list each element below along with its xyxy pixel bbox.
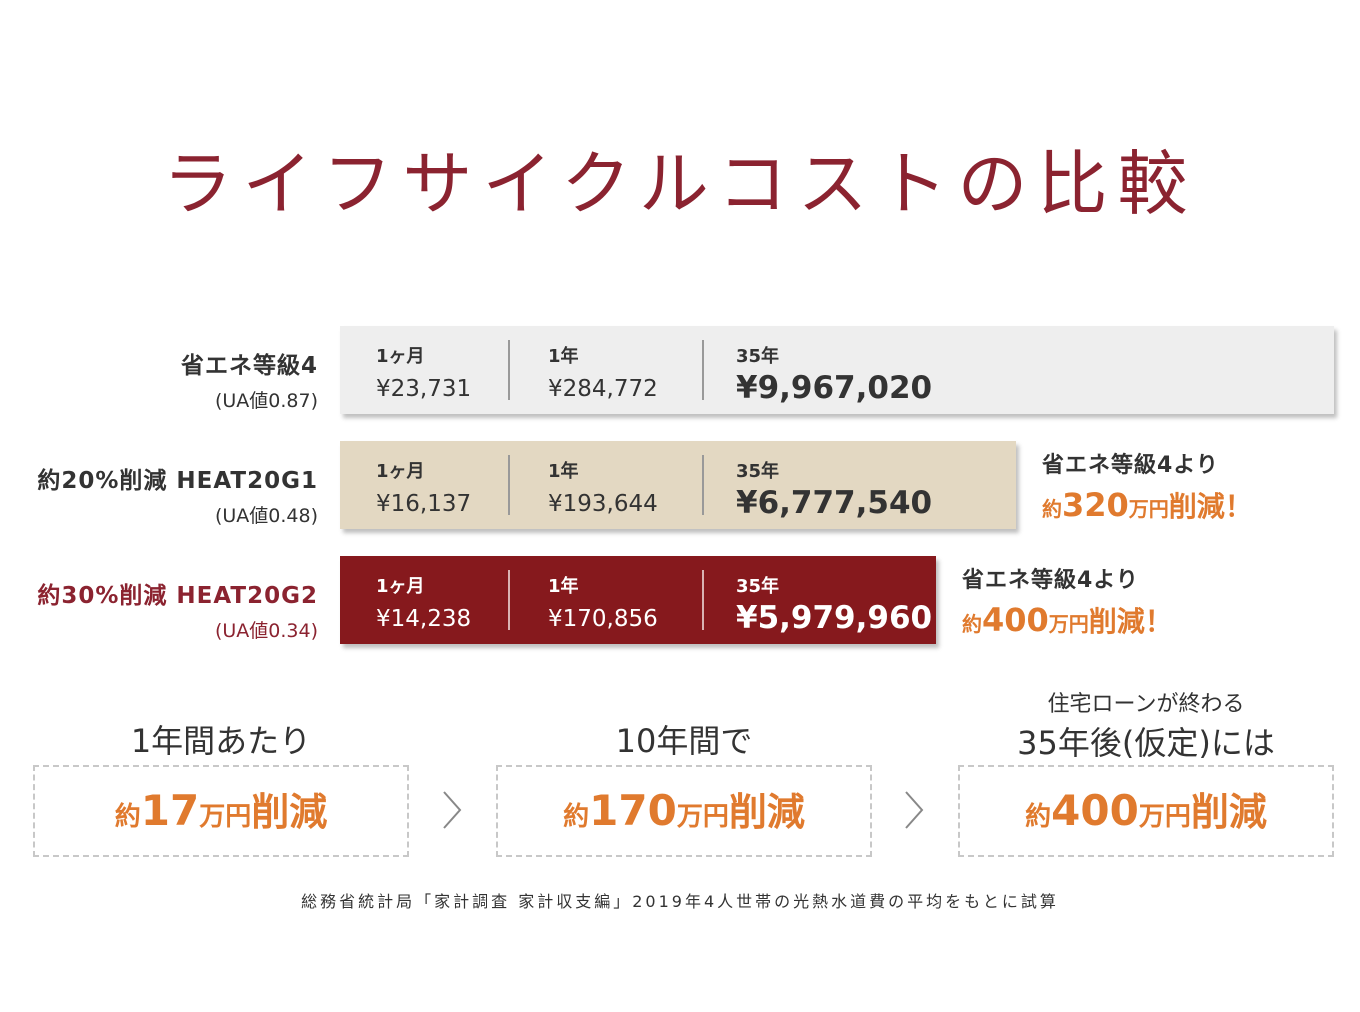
cost-bar: 1ヶ月 ¥14,238 1年 ¥170,856 35年 ¥5,979,960 [340,556,936,644]
bar-cell: 1年 ¥170,856 [548,572,658,632]
summary-s1: 約 [1025,802,1052,832]
saving-unit: 万円 [1128,497,1169,521]
row-label-sub: (UA値0.34) [214,620,318,642]
saving-pre: 約 [1042,497,1062,521]
summary-num: 17 [140,786,200,835]
cost-bar: 1ヶ月 ¥16,137 1年 ¥193,644 35年 ¥6,777,540 [340,441,1016,529]
cell-period: 1ヶ月 [376,346,425,367]
summary-tail: 削減 [1190,790,1267,834]
summary-heading-main: 1年間あたり [130,722,312,760]
row-label-main: 約20%削減 HEAT20G1 [37,468,318,494]
row-label-sub: (UA値0.48) [214,505,318,527]
cell-amount: ¥170,856 [548,606,658,632]
summary-s1: 約 [563,802,590,832]
saving-from: 省エネ等級4より [1042,453,1219,478]
saving-tail: 削減！ [1088,605,1173,638]
bar-cell: 1年 ¥193,644 [548,457,658,517]
row-label-main: 約30%削減 HEAT20G2 [37,583,318,609]
saving-amount: 約320万円削減！ [1042,485,1253,525]
cell-period: 1年 [548,461,579,482]
chevron-right-icon [905,791,924,829]
cell-amount: ¥16,137 [376,491,472,517]
cost-bar: 1ヶ月 ¥23,731 1年 ¥284,772 35年 ¥9,967,020 [340,326,1334,414]
saving-unit: 万円 [1048,612,1089,636]
cell-amount: ¥5,979,960 [736,600,933,636]
summary-box: 約400万円削減 [958,765,1334,857]
summary-s1: 約 [114,802,141,832]
cell-period: 35年 [736,576,780,597]
cell-divider [508,570,510,630]
cell-amount: ¥23,731 [376,376,472,402]
summary-heading: 10年間で [496,716,872,762]
row-label: 約30%削減 HEAT20G2 (UA値0.34) [37,576,318,643]
summary-num: 170 [589,786,677,835]
footnote: 総務省統計局「家計調査 家計収支編」2019年4人世帯の光熱水道費の平均をもとに… [301,892,1059,911]
bar-cell: 35年 ¥6,777,540 [736,457,932,521]
cell-divider [508,455,510,515]
saving-num: 320 [1062,486,1129,524]
summary-heading-pre: 住宅ローンが終わる [1047,692,1245,717]
cell-amount: ¥284,772 [548,376,658,402]
summary-num: 400 [1051,786,1139,835]
summary-heading-main: 35年後(仮定)には [1017,724,1275,762]
saving-amount: 約400万円削減！ [962,600,1173,640]
cell-amount: ¥193,644 [548,491,658,517]
bar-cell: 35年 ¥5,979,960 [736,572,932,636]
cell-divider [508,340,510,400]
row-label: 約20%削減 HEAT20G1 (UA値0.48) [37,461,318,528]
cell-period: 1年 [548,346,579,367]
cell-period: 1ヶ月 [376,461,425,482]
cell-amount: ¥6,777,540 [736,485,933,521]
summary-box: 約17万円削減 [33,765,409,857]
saving-callout: 省エネ等級4より 約320万円削減！ [1042,447,1253,525]
cell-period: 35年 [736,346,780,367]
bar-cell: 1ヶ月 ¥16,137 [376,457,471,517]
cell-divider [702,570,704,630]
saving-callout: 省エネ等級4より 約400万円削減！ [962,562,1173,640]
cell-divider [702,455,704,515]
cell-amount: ¥14,238 [376,606,472,632]
cell-divider [702,340,704,400]
cell-period: 1ヶ月 [376,576,425,597]
summary-heading: 住宅ローンが終わる 35年後(仮定)には [958,686,1334,764]
bar-cell: 1ヶ月 ¥14,238 [376,572,471,632]
row-label-sub: (UA値0.87) [214,390,318,412]
saving-pre: 約 [962,612,982,636]
summary-unit: 万円 [676,802,729,832]
bar-cell: 1ヶ月 ¥23,731 [376,342,471,402]
saving-num: 400 [982,601,1049,639]
bar-cell: 35年 ¥9,967,020 [736,342,932,406]
bar-cell: 1年 ¥284,772 [548,342,658,402]
summary-unit: 万円 [199,802,252,832]
summary-tail: 削減 [251,790,328,834]
row-label-main: 省エネ等級4 [180,353,318,379]
summary-unit: 万円 [1138,802,1191,832]
row-label: 省エネ等級4 (UA値0.87) [181,346,318,413]
cell-amount: ¥9,967,020 [736,370,933,406]
summary-box: 約170万円削減 [496,765,872,857]
cell-period: 1年 [548,576,579,597]
page-title: ライフサイクルコストの比較 [162,143,1198,225]
cell-period: 35年 [736,461,780,482]
summary-heading: 1年間あたり [33,716,409,762]
saving-tail: 削減！ [1168,490,1253,523]
chevron-right-icon [443,791,462,829]
summary-heading-main: 10年間で [615,722,753,760]
saving-from: 省エネ等級4より [962,568,1139,593]
summary-tail: 削減 [728,790,805,834]
